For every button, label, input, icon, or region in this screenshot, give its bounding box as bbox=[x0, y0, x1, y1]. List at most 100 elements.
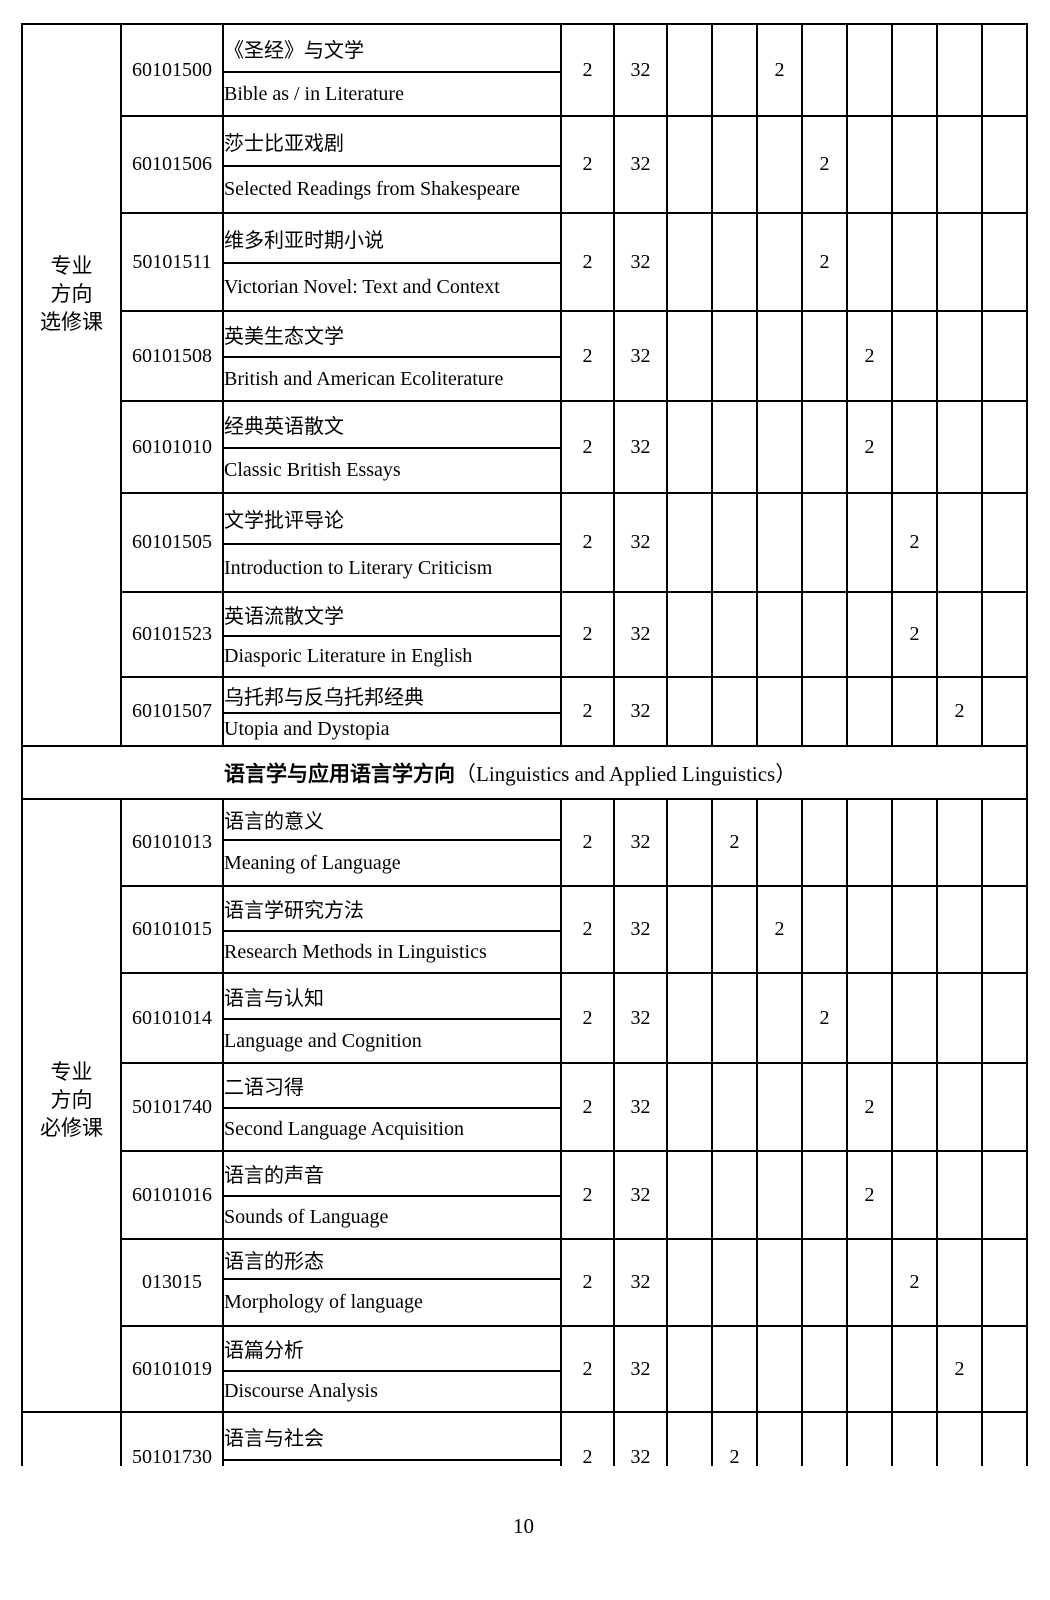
page-number: 10 bbox=[513, 1514, 534, 1538]
course-row-en: Victorian Novel: Text and Context bbox=[22, 262, 1027, 312]
semester-cell bbox=[981, 492, 1028, 593]
semester-cell: 2 bbox=[801, 212, 848, 312]
course-row-en: Second Language Acquisition bbox=[22, 1107, 1027, 1152]
hours-cell: 32 bbox=[613, 1411, 668, 1466]
semester-cell bbox=[891, 212, 938, 312]
semester-cell bbox=[801, 23, 848, 117]
course-row: 60101523 英语流散文学 2 32 2 bbox=[22, 591, 1028, 678]
semester-cell bbox=[711, 676, 758, 747]
category-cell-empty bbox=[21, 1411, 122, 1466]
course-name-cn-cell: 语言与认知 bbox=[222, 972, 562, 1020]
course-row: 60101019 语篇分析 2 32 2 bbox=[22, 1325, 1028, 1413]
semester-cell: 2 bbox=[756, 23, 803, 117]
hours-cell: 32 bbox=[613, 492, 668, 593]
semester-cell bbox=[666, 1150, 713, 1240]
section-header-en: （Linguistics and Applied Linguistics） bbox=[455, 761, 797, 786]
category-line: 必修课 bbox=[40, 1116, 103, 1140]
semester-cell bbox=[846, 115, 893, 214]
semester-cell bbox=[756, 492, 803, 593]
course-name-cn-cell: 维多利亚时期小说 bbox=[222, 212, 562, 264]
credits-cell: 2 bbox=[560, 212, 615, 312]
semester-cell: 2 bbox=[801, 972, 848, 1064]
course-code-cell: 60101016 bbox=[120, 1150, 224, 1240]
semester-cell: 2 bbox=[846, 1062, 893, 1152]
semester-cell bbox=[981, 212, 1028, 312]
semester-cell bbox=[756, 591, 803, 678]
hours-cell: 32 bbox=[613, 310, 668, 402]
semester-cell bbox=[801, 310, 848, 402]
semester-cell: 2 bbox=[801, 115, 848, 214]
semester-cell bbox=[756, 1238, 803, 1327]
course-row: 60101506 莎士比亚戏剧 2 32 2 bbox=[22, 115, 1028, 214]
course-row-en: British and American Ecoliterature bbox=[22, 356, 1027, 402]
course-row: 60101508 英美生态文学 2 32 2 bbox=[22, 310, 1028, 402]
credits-cell: 2 bbox=[560, 885, 615, 974]
hours-cell: 32 bbox=[613, 1062, 668, 1152]
course-code-cell: 50101730 bbox=[120, 1411, 224, 1466]
course-name-cn-cell: 《圣经》与文学 bbox=[222, 23, 562, 73]
course-code-cell: 60101014 bbox=[120, 972, 224, 1064]
course-row-en: Meaning of Language bbox=[22, 839, 1027, 887]
semester-cell bbox=[891, 885, 938, 974]
semester-cell bbox=[891, 1062, 938, 1152]
semester-cell bbox=[666, 23, 713, 117]
semester-cell bbox=[936, 212, 983, 312]
semester-cell bbox=[666, 676, 713, 747]
semester-cell bbox=[801, 798, 848, 887]
semester-cell bbox=[801, 676, 848, 747]
category-line: 选修课 bbox=[40, 310, 103, 334]
course-row-en: Language and Cognition bbox=[22, 1018, 1027, 1064]
course-name-cn-cell: 语言与社会 bbox=[222, 1411, 562, 1461]
course-name-en-cell: Introduction to Literary Criticism bbox=[222, 543, 562, 593]
hours-cell: 32 bbox=[613, 972, 668, 1064]
semester-cell bbox=[936, 591, 983, 678]
semester-cell bbox=[756, 115, 803, 214]
semester-cell bbox=[801, 1062, 848, 1152]
semester-cell bbox=[666, 1238, 713, 1327]
semester-cell bbox=[981, 1150, 1028, 1240]
semester-cell bbox=[711, 1150, 758, 1240]
course-row: 50101730 语言与社会 2 32 2 bbox=[21, 1411, 1028, 1466]
course-name-en-cell: Bible as / in Literature bbox=[222, 71, 562, 117]
semester-cell bbox=[891, 400, 938, 494]
semester-cell bbox=[891, 310, 938, 402]
course-row: 60101505 文学批评导论 2 32 2 bbox=[22, 492, 1028, 593]
semester-cell bbox=[801, 400, 848, 494]
semester-cell bbox=[936, 1150, 983, 1240]
semester-cell bbox=[981, 885, 1028, 974]
category-line: 专业 bbox=[50, 1060, 93, 1084]
hours-cell: 32 bbox=[613, 400, 668, 494]
course-code-cell: 60101505 bbox=[120, 492, 224, 593]
category-line: 方向 bbox=[50, 282, 93, 306]
semester-cell bbox=[756, 212, 803, 312]
semester-cell: 2 bbox=[936, 676, 983, 747]
semester-cell bbox=[846, 972, 893, 1064]
semester-cell bbox=[846, 492, 893, 593]
course-name-en-cell: Discourse Analysis bbox=[222, 1370, 562, 1413]
course-row: 60101016 语言的声音 2 32 2 bbox=[22, 1150, 1028, 1240]
course-code-cell: 60101013 bbox=[120, 798, 224, 887]
semester-cell bbox=[756, 1325, 803, 1413]
category-line: 方向 bbox=[50, 1088, 93, 1112]
semester-cell bbox=[666, 972, 713, 1064]
semester-cell bbox=[936, 492, 983, 593]
semester-cell bbox=[981, 1238, 1028, 1327]
semester-cell bbox=[981, 1325, 1028, 1413]
course-code-cell: 60101019 bbox=[120, 1325, 224, 1413]
course-row-en: Research Methods in Linguistics bbox=[22, 930, 1027, 974]
category-cell-elective: 专业 方向 选修课 bbox=[21, 23, 122, 747]
course-name-en-cell: Utopia and Dystopia bbox=[222, 712, 562, 747]
course-row: 50101740 二语习得 2 32 2 bbox=[22, 1062, 1028, 1152]
semester-cell bbox=[756, 972, 803, 1064]
credits-cell: 2 bbox=[560, 676, 615, 747]
section-header-cell: 语言学与应用语言学方向（Linguistics and Applied Ling… bbox=[21, 745, 1028, 800]
course-name-en-cell: Victorian Novel: Text and Context bbox=[222, 262, 562, 312]
curriculum-table-region: 专业 方向 选修课 60101500 《圣经》与文学 2 32 2 bbox=[21, 23, 1031, 1466]
semester-cell bbox=[711, 972, 758, 1064]
semester-cell bbox=[801, 1411, 848, 1466]
semester-cell bbox=[891, 23, 938, 117]
credits-cell: 2 bbox=[560, 591, 615, 678]
course-code-cell: 50101740 bbox=[120, 1062, 224, 1152]
semester-cell bbox=[801, 1238, 848, 1327]
